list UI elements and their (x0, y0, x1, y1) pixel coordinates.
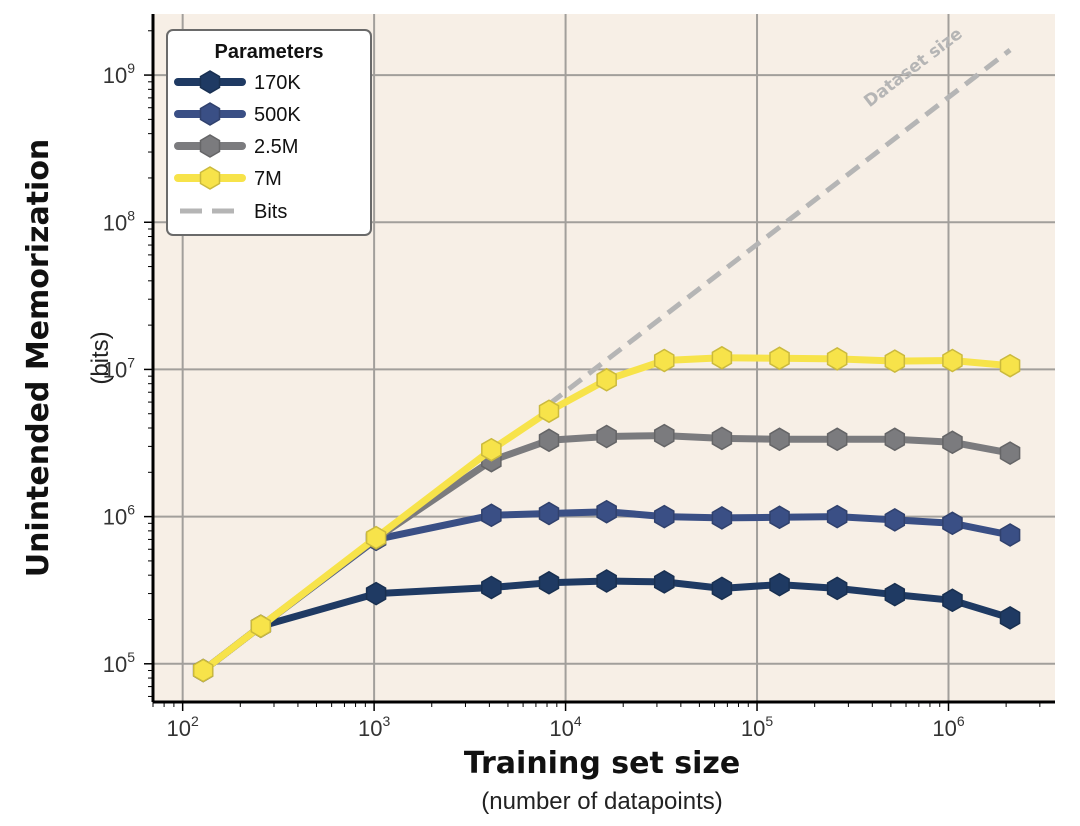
y-tick-label: 109 (103, 60, 135, 88)
data-point-500k (538, 501, 560, 526)
data-point-7m (653, 348, 675, 373)
x-axis-subtitle: (number of datapoints) (481, 788, 722, 815)
data-point-500k (653, 504, 675, 529)
data-point-2-5m (826, 427, 848, 452)
data-point-170k (711, 576, 733, 601)
legend-item-bits: Bits (180, 201, 287, 223)
data-point-2-5m (884, 427, 906, 452)
legend-label-500k: 500K (254, 104, 301, 126)
data-point-500k (481, 503, 502, 528)
data-point-7m (884, 349, 906, 373)
data-point-500k (596, 499, 617, 524)
series-group (192, 345, 1021, 683)
data-point-500k (884, 508, 906, 532)
data-point-7m (596, 367, 617, 392)
data-point-2-5m (538, 428, 560, 453)
legend-marker-7m (199, 166, 221, 190)
data-point-170k (826, 576, 848, 601)
data-point-7m (250, 614, 272, 639)
series-7m (192, 345, 1021, 683)
x-tick-label: 104 (549, 713, 581, 741)
x-tick-label: 106 (932, 713, 964, 741)
y-tick-label: 106 (103, 502, 135, 530)
data-point-7m (365, 525, 387, 550)
legend-label-7m: 7M (254, 168, 282, 190)
data-point-2-5m (942, 430, 963, 455)
legend-item-2-5m: 2.5M (174, 134, 298, 158)
ticks: 102 103 104 105 106 105 106 107 108 109 (103, 30, 1041, 741)
data-point-7m (769, 346, 790, 371)
data-point-7m (192, 658, 214, 683)
series-line-bits (547, 48, 1012, 407)
y-tick-label: 107 (103, 354, 135, 382)
legend-marker-500k (199, 102, 221, 126)
data-point-2-5m (711, 426, 733, 451)
data-point-170k (538, 570, 560, 595)
legend-items: 170K 500K 2.5M 7M Bits (174, 70, 301, 223)
data-point-2-5m (596, 424, 617, 449)
data-point-170k (481, 575, 502, 600)
data-point-170k (999, 606, 1021, 630)
legend-item-7m: 7M (174, 166, 282, 190)
data-point-7m (538, 399, 560, 424)
data-point-2-5m (769, 427, 790, 452)
data-point-170k (365, 581, 387, 606)
legend-item-500k: 500K (174, 102, 301, 126)
y-axis-subtitle: (bits) (87, 331, 114, 384)
data-point-170k (769, 572, 790, 597)
legend-label-bits: Bits (254, 201, 287, 223)
data-point-170k (884, 582, 906, 607)
data-point-7m (481, 437, 502, 462)
x-axis-title: Training set size (464, 746, 740, 781)
data-point-500k (769, 505, 790, 530)
legend-label-170k: 170K (254, 72, 301, 94)
data-point-500k (826, 504, 848, 529)
x-tick-label: 102 (167, 713, 199, 741)
legend-item-170k: 170K (174, 70, 301, 94)
data-point-170k (596, 569, 617, 593)
legend-marker-170k (199, 70, 221, 94)
data-point-2-5m (999, 441, 1021, 465)
y-tick-label: 108 (103, 207, 135, 235)
data-point-170k (653, 570, 675, 594)
legend-label-2-5m: 2.5M (254, 136, 298, 158)
legend-marker-2-5m (199, 134, 221, 158)
data-point-500k (711, 506, 733, 530)
data-point-500k (942, 511, 963, 536)
x-tick-label: 103 (358, 713, 390, 741)
data-point-2-5m (653, 423, 675, 448)
data-point-170k (942, 588, 963, 613)
data-point-500k (999, 523, 1021, 547)
y-tick-label: 105 (103, 649, 135, 677)
data-point-7m (942, 348, 963, 373)
axes (151, 14, 1055, 704)
data-point-7m (826, 347, 848, 371)
data-point-7m (999, 353, 1021, 378)
legend: Parameters 170K 500K 2.5M 7M Bits (166, 29, 372, 236)
y-axis-title: Unintended Memorization (21, 139, 56, 578)
data-point-7m (711, 345, 733, 370)
x-tick-label: 105 (741, 713, 773, 741)
legend-title: Parameters (215, 41, 324, 63)
